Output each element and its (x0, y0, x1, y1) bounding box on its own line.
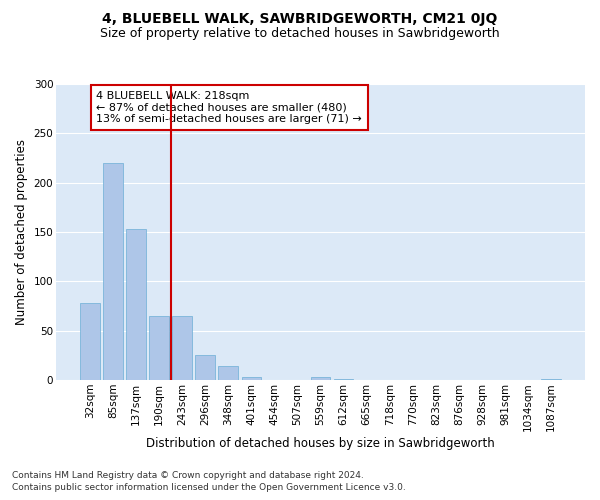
Text: 4 BLUEBELL WALK: 218sqm
← 87% of detached houses are smaller (480)
13% of semi-d: 4 BLUEBELL WALK: 218sqm ← 87% of detache… (97, 91, 362, 124)
Bar (172, 316, 192, 380)
Bar (311, 377, 331, 380)
Bar (541, 379, 561, 380)
Text: Contains public sector information licensed under the Open Government Licence v3: Contains public sector information licen… (12, 484, 406, 492)
X-axis label: Distribution of detached houses by size in Sawbridgeworth: Distribution of detached houses by size … (146, 437, 495, 450)
Bar (334, 379, 353, 380)
Bar (218, 366, 238, 380)
Bar (196, 356, 215, 380)
Text: 4, BLUEBELL WALK, SAWBRIDGEWORTH, CM21 0JQ: 4, BLUEBELL WALK, SAWBRIDGEWORTH, CM21 0… (103, 12, 497, 26)
Bar (103, 163, 123, 380)
Text: Size of property relative to detached houses in Sawbridgeworth: Size of property relative to detached ho… (100, 28, 500, 40)
Y-axis label: Number of detached properties: Number of detached properties (15, 139, 28, 325)
Text: Contains HM Land Registry data © Crown copyright and database right 2024.: Contains HM Land Registry data © Crown c… (12, 471, 364, 480)
Bar (80, 303, 100, 380)
Bar (149, 316, 169, 380)
Bar (126, 229, 146, 380)
Bar (242, 377, 261, 380)
